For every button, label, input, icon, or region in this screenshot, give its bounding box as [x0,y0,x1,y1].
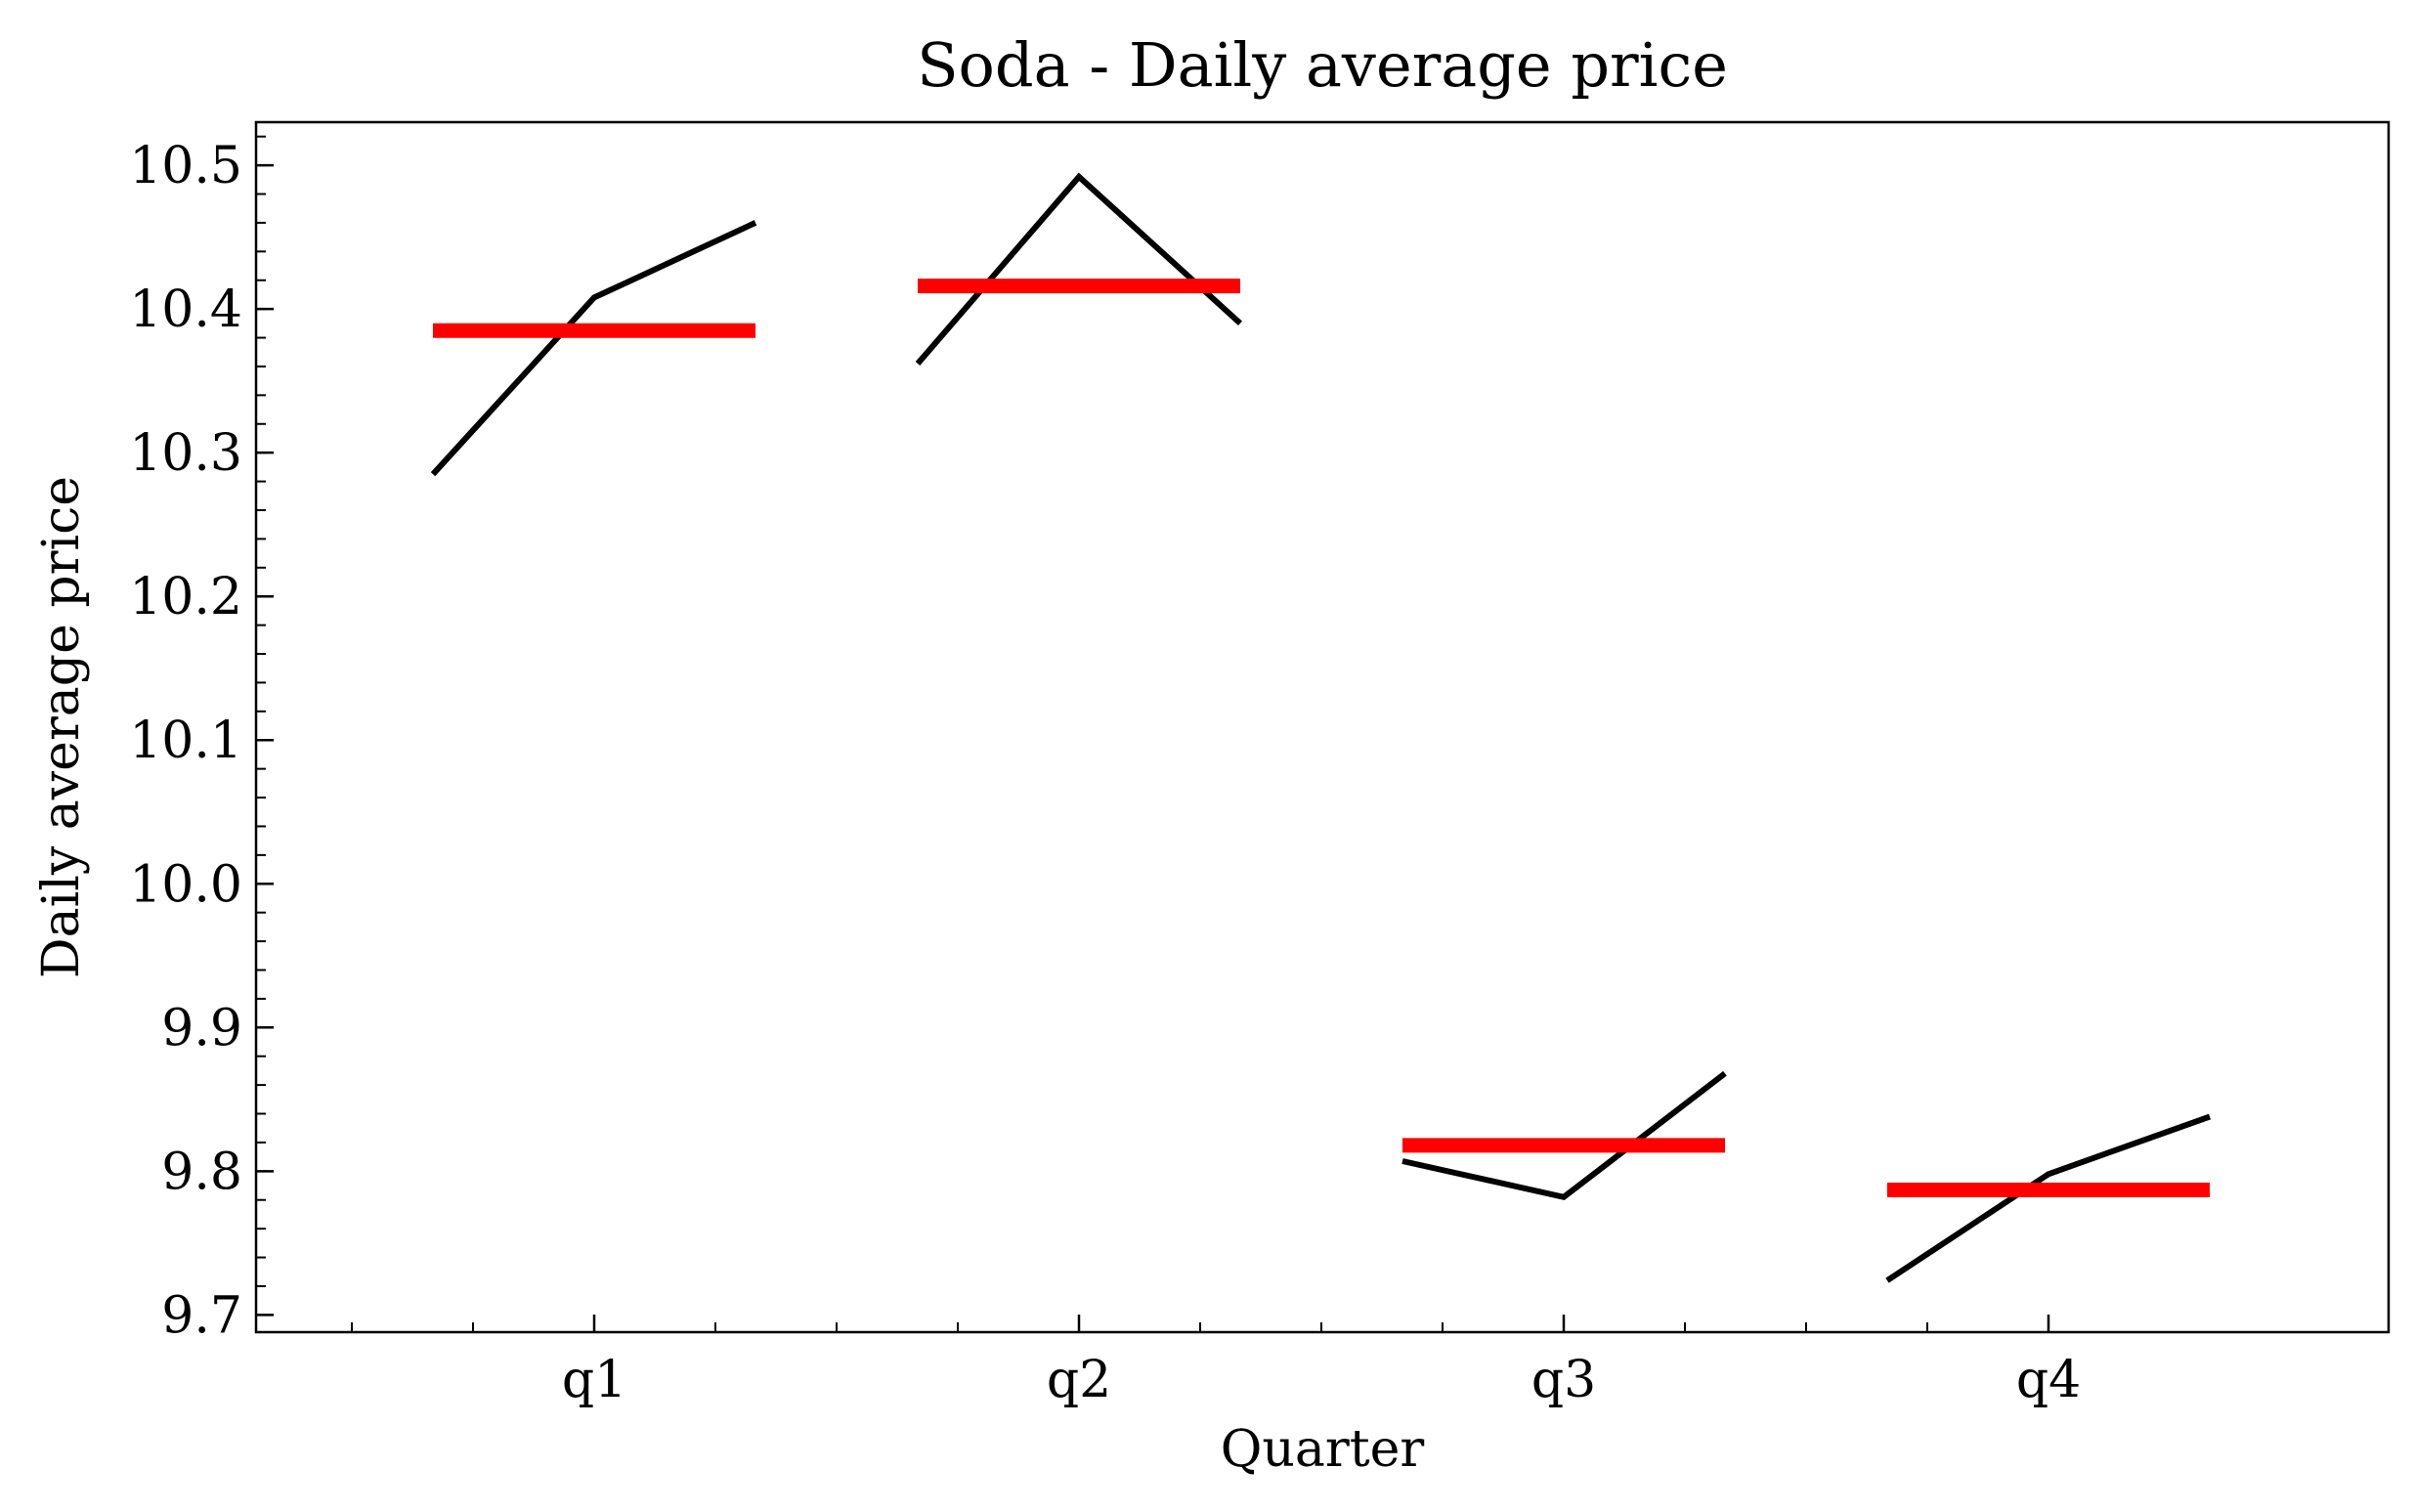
y-tick-label: 10.1 [129,712,242,770]
y-tick-label: 10.4 [129,281,242,339]
y-tick-label: 10.2 [129,568,242,626]
y-tick-label: 9.9 [161,999,242,1058]
axes: 9.7 9.8 9.9 10.0 10.1 10.2 10.3 10.4 10.5 q1 q2 q3 q… [129,135,2081,1409]
daily-price-line-q3 [1401,1070,1727,1201]
y-tick-label: 10.3 [129,424,242,483]
daily-price-line-q1 [430,220,757,477]
x-tick-label: q1 [562,1351,626,1409]
y-tick-label: 10.0 [129,855,242,914]
daily-price-line-q2 [915,172,1243,366]
y-tick-label: 9.7 [161,1286,242,1345]
y-tick-label: 10.5 [129,137,242,195]
y-tick-label: 9.8 [161,1143,242,1201]
x-tick-label: q2 [1047,1351,1111,1409]
x-axis-label: Quarter [1221,1420,1425,1479]
daily-price-line-q4 [1885,1113,2212,1283]
plot-area [430,172,2212,1283]
x-tick-label: q4 [2016,1351,2081,1409]
x-tick-label: q3 [1531,1351,1596,1409]
chart-title: Soda - Daily average price [917,29,1728,101]
y-axis-label: Daily average price [32,476,91,978]
